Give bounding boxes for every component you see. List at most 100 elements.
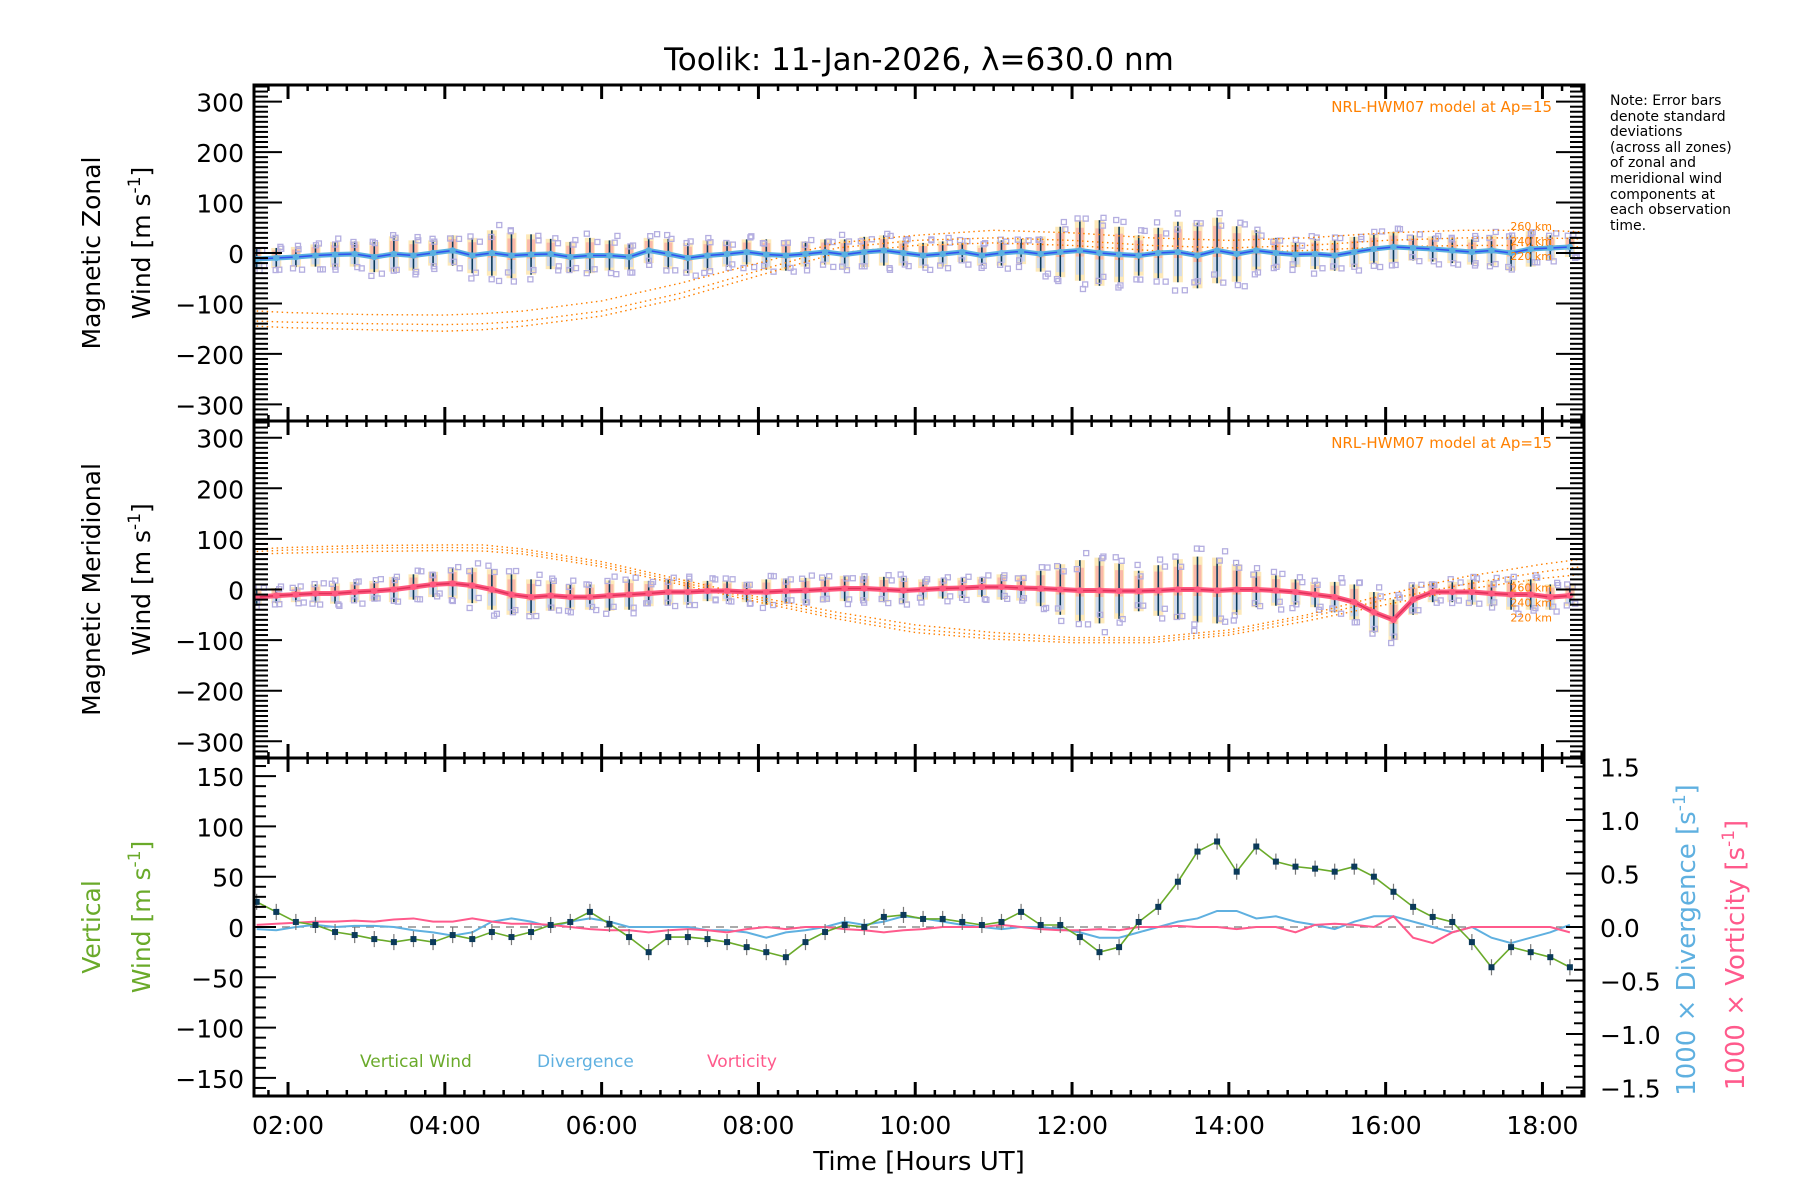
zone-sample-marker (829, 238, 836, 246)
zone-sample-marker (1083, 549, 1090, 557)
mean-wind-point (547, 250, 554, 258)
zone-sample-marker (1375, 584, 1383, 591)
zone-sample-marker (1418, 581, 1425, 588)
mean-wind-point (1233, 250, 1240, 258)
vertical-wind-point (822, 929, 829, 936)
zone-sample-marker (1055, 277, 1062, 285)
zone-sample-marker (336, 602, 343, 610)
mean-wind-point (1429, 245, 1436, 253)
mean-wind-point (665, 588, 672, 596)
zone-sample-marker (1232, 559, 1240, 567)
left-tick-label: 150 (196, 763, 244, 792)
zone-sample-marker (1416, 231, 1423, 238)
zone-sample-marker (488, 233, 495, 241)
plot-area-zonal (254, 210, 1582, 332)
zone-sample-marker (980, 241, 987, 248)
zone-sample-marker (353, 579, 360, 586)
zone-sample-marker (467, 233, 474, 240)
mean-wind-point (488, 586, 496, 593)
zone-sample-marker (936, 262, 944, 269)
zone-sample-marker (770, 573, 777, 580)
zone-sample-marker (1134, 561, 1141, 569)
zone-sample-marker (1289, 604, 1296, 612)
vertical-wind-point (861, 924, 868, 930)
mean-wind-point (527, 593, 535, 601)
zone-sample-marker (1082, 215, 1089, 222)
mean-wind-point (410, 583, 417, 591)
zone-sample-marker (1042, 604, 1050, 612)
mean-wind-point (312, 252, 319, 259)
zone-sample-marker (297, 583, 304, 590)
left-tick-label: 200 (196, 475, 244, 504)
zone-sample-marker (289, 265, 297, 272)
zone-sample-marker (1172, 553, 1179, 560)
zone-sample-marker (552, 235, 559, 242)
vertical-wind-point (1135, 918, 1142, 925)
left-tick-label: −100 (175, 627, 244, 656)
zone-sample-marker (944, 265, 952, 272)
zone-sample-marker (857, 238, 864, 245)
y-axis-label-line1: Magnetic Meridional (77, 463, 106, 716)
mean-wind-point (743, 588, 750, 596)
zone-sample-marker (594, 238, 601, 246)
zone-sample-marker (1492, 228, 1499, 236)
zone-sample-marker (923, 576, 931, 583)
zone-sample-marker (368, 272, 375, 280)
left-tick-label: 100 (196, 190, 244, 219)
zone-sample-marker (740, 264, 747, 272)
zone-sample-marker (555, 267, 562, 274)
vertical-wind-point (1037, 921, 1044, 928)
vertical-wind-point (606, 920, 613, 927)
zone-sample-marker (1492, 260, 1499, 268)
zone-sample-marker (1409, 607, 1416, 614)
zone-sample-marker (505, 568, 513, 575)
zone-sample-marker (1060, 568, 1067, 575)
left-tick-label: −50 (191, 964, 244, 993)
mean-wind-point (1253, 586, 1260, 593)
zone-sample-marker (394, 598, 402, 605)
zone-sample-marker (1546, 254, 1553, 261)
zone-sample-marker (940, 577, 947, 584)
zone-sample-marker (493, 610, 501, 617)
zone-sample-marker (610, 603, 617, 610)
chart-title: Toolik: 11-Jan-2026, λ=630.0 nm (663, 42, 1174, 78)
axis-label-bracket: ] (127, 503, 156, 513)
axis-label-superscript: -1 (125, 513, 145, 530)
zone-sample-marker (979, 576, 986, 584)
zone-sample-marker (838, 231, 846, 239)
zone-sample-marker (664, 578, 672, 585)
zone-sample-marker (709, 575, 716, 582)
zone-sample-marker (446, 235, 454, 242)
error-bar-note: Note: Error bars denote standard deviation… (1610, 93, 1800, 234)
mean-wind-point (1527, 591, 1534, 598)
zone-sample-marker (722, 575, 729, 582)
zone-sample-marker (759, 604, 767, 612)
vertical-wind-point (430, 939, 437, 946)
zone-sample-marker (1181, 287, 1188, 294)
zone-sample-marker (1416, 258, 1423, 265)
zone-sample-marker (1563, 602, 1570, 609)
zone-sample-marker (1253, 565, 1261, 572)
mean-wind-point (331, 251, 339, 258)
mean-wind-point (880, 247, 888, 254)
vertical-wind-point (449, 932, 456, 939)
mean-wind-point (508, 252, 515, 259)
zone-sample-marker (1490, 581, 1497, 588)
mean-wind-point (586, 252, 594, 259)
zone-sample-marker (1486, 263, 1494, 270)
right-tick-label: 1.0 (1600, 807, 1640, 836)
zone-sample-marker (668, 235, 675, 243)
mean-wind-point (1194, 586, 1201, 593)
legend-vorticity: Vorticity (707, 1052, 777, 1072)
zone-sample-marker (1377, 593, 1384, 600)
mean-wind-point (508, 591, 515, 598)
mean-wind-point (1449, 588, 1456, 596)
note-line: deviations (1610, 124, 1683, 141)
zone-sample-marker (748, 233, 755, 240)
mean-wind-point (1468, 588, 1476, 596)
mean-wind-point (1468, 248, 1476, 256)
mean-wind-point (998, 583, 1005, 591)
mean-wind-point (782, 252, 790, 259)
vertical-wind-point (1488, 964, 1495, 971)
zone-sample-marker (782, 578, 790, 585)
